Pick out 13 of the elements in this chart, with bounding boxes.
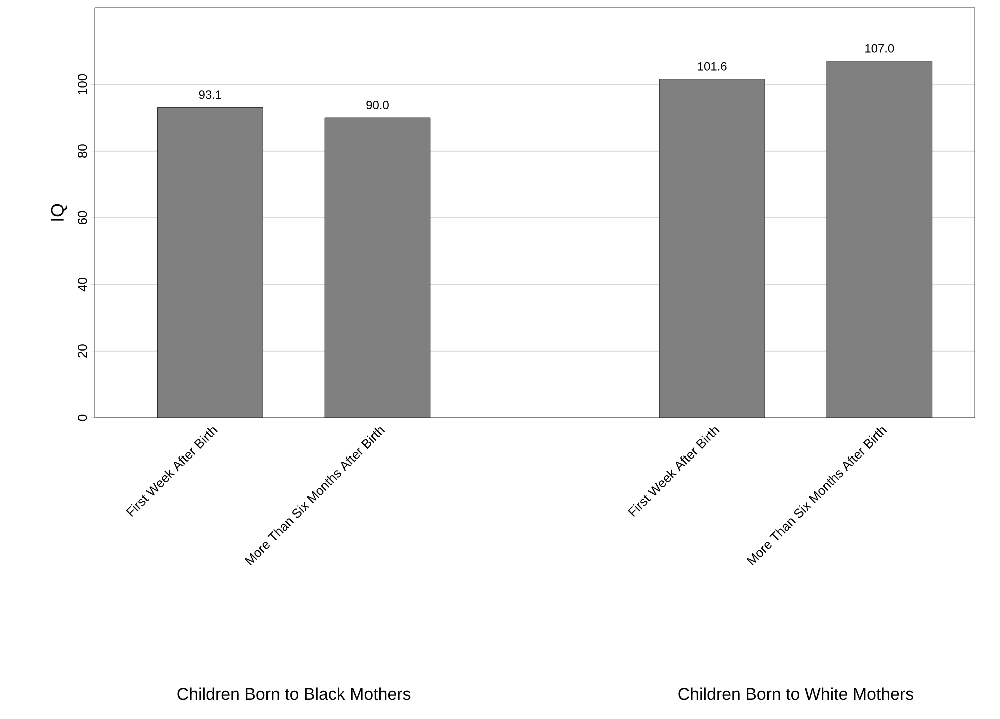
- data-label: 93.1: [199, 90, 222, 100]
- data-label: 107.0: [866, 44, 894, 53]
- data-label: 90.0: [366, 101, 389, 110]
- y-tick-label: 100: [78, 74, 88, 94]
- y-tick-label: 40: [78, 278, 88, 292]
- text: Children Born to White Mothers: [678, 688, 914, 700]
- y-tick-label: 0: [78, 414, 88, 422]
- y-axis-title: IQ: [51, 204, 68, 221]
- text: Children Born to Black Mothers: [178, 688, 411, 700]
- y-tick-label: 80: [78, 144, 88, 158]
- data-label: 101.6: [698, 62, 727, 71]
- y-tick-label: 20: [78, 344, 88, 358]
- y-tick-label: 60: [78, 211, 88, 225]
